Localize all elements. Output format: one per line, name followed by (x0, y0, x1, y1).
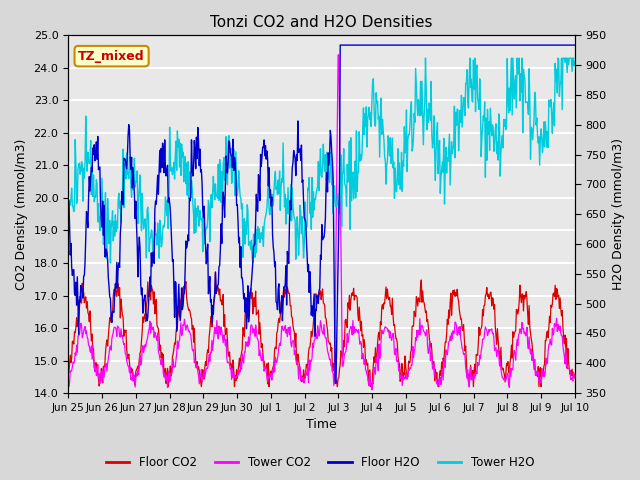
Y-axis label: CO2 Density (mmol/m3): CO2 Density (mmol/m3) (15, 139, 28, 290)
Legend: Floor CO2, Tower CO2, Floor H2O, Tower H2O: Floor CO2, Tower CO2, Floor H2O, Tower H… (101, 452, 539, 474)
X-axis label: Time: Time (306, 419, 337, 432)
Y-axis label: H2O Density (mmol/m3): H2O Density (mmol/m3) (612, 138, 625, 290)
Text: TZ_mixed: TZ_mixed (78, 49, 145, 63)
Title: Tonzi CO2 and H2O Densities: Tonzi CO2 and H2O Densities (211, 15, 433, 30)
